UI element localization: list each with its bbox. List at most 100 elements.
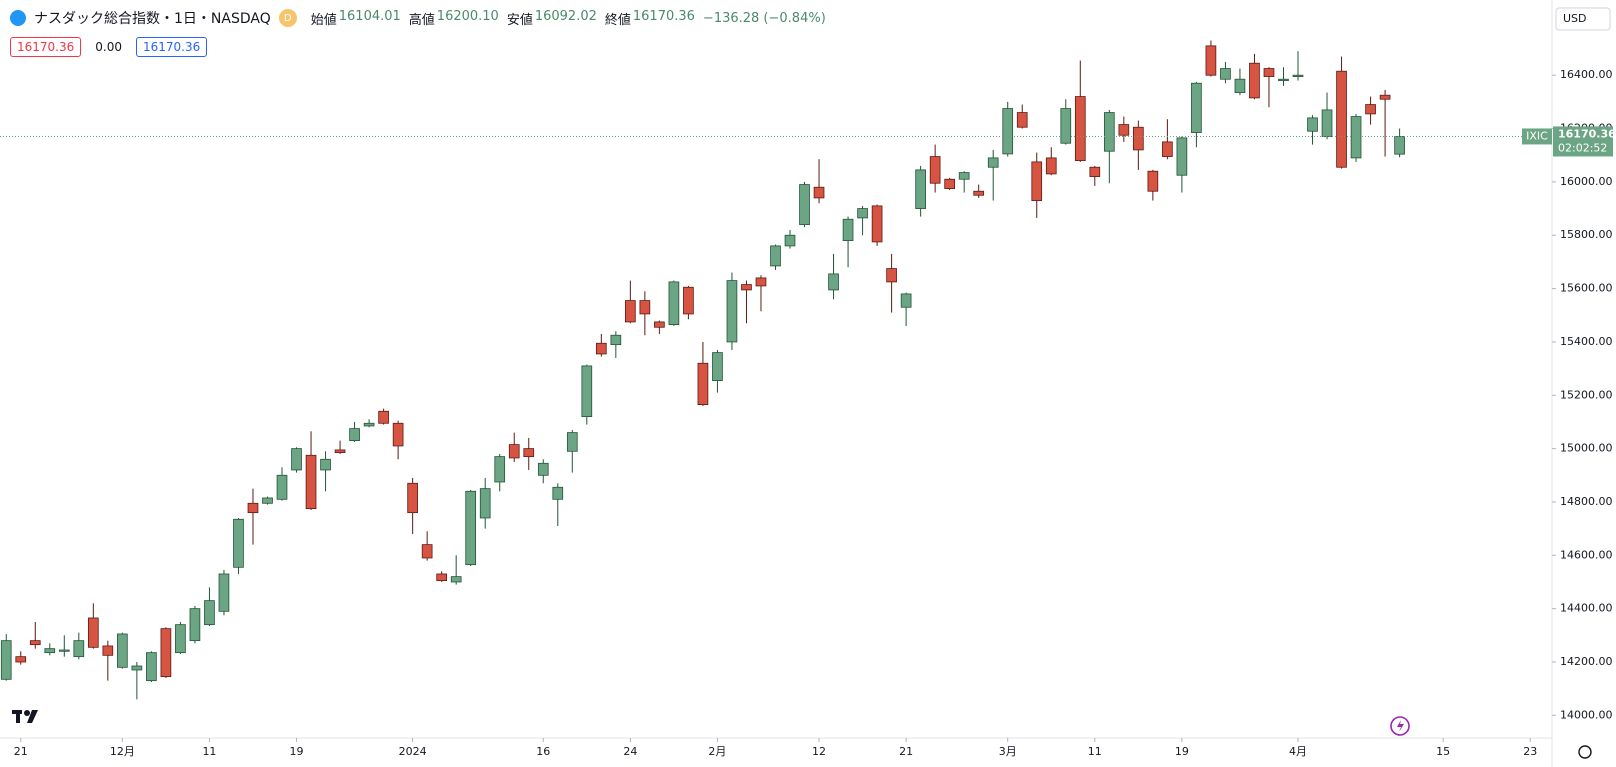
candle-body bbox=[102, 645, 114, 656]
lightning-icon bbox=[1397, 720, 1404, 732]
candle-body bbox=[204, 600, 215, 626]
symbol-title: ナスダック総合指数・1日・NASDAQ bbox=[34, 11, 271, 27]
candle-body bbox=[479, 488, 491, 519]
candle-body bbox=[900, 293, 912, 308]
candle-body bbox=[87, 617, 99, 648]
candle-body bbox=[1045, 157, 1057, 175]
price-tag bbox=[1553, 126, 1613, 157]
candle-body bbox=[233, 518, 244, 568]
candle-body bbox=[1394, 136, 1405, 155]
candle-body bbox=[741, 284, 752, 291]
sell-price[interactable]: 16170.36 bbox=[10, 37, 82, 57]
candle-body bbox=[1089, 166, 1101, 177]
ohlc-label: 終値 bbox=[604, 12, 631, 28]
y-tick-label: 15800.00 bbox=[1560, 228, 1613, 241]
candle-body bbox=[1060, 108, 1072, 144]
spread: 0.00 bbox=[95, 40, 122, 54]
candle-body bbox=[1379, 94, 1391, 100]
buy-price[interactable]: 16170.36 bbox=[135, 37, 208, 57]
x-tick-label: 16 bbox=[536, 745, 550, 758]
candle-body bbox=[944, 178, 955, 189]
candle-body bbox=[189, 608, 201, 642]
candle-body bbox=[886, 268, 897, 283]
candle-body bbox=[146, 652, 157, 682]
candle-body bbox=[842, 218, 854, 241]
candle-body bbox=[668, 281, 680, 325]
lightning-icon[interactable] bbox=[1390, 716, 1410, 736]
candle-body bbox=[813, 186, 825, 199]
candle-body bbox=[1162, 141, 1173, 157]
y-tick-label: 14000.00 bbox=[1560, 708, 1613, 721]
candle-body bbox=[1336, 70, 1347, 168]
tv-logo bbox=[12, 710, 38, 723]
candle-body bbox=[436, 573, 448, 582]
candle-body bbox=[1307, 117, 1318, 132]
candle-body bbox=[552, 486, 564, 500]
candle-body bbox=[595, 342, 607, 355]
candle-body bbox=[320, 458, 331, 471]
symbol-tag-label: IXIC bbox=[1526, 129, 1548, 142]
candle-body bbox=[392, 422, 404, 447]
candle-body bbox=[1031, 161, 1043, 201]
candle-body bbox=[828, 273, 839, 291]
candle-body bbox=[915, 169, 926, 209]
candle-body bbox=[755, 277, 767, 287]
ohlc-label: 高値 bbox=[408, 12, 435, 28]
currency-button[interactable] bbox=[1555, 7, 1611, 31]
candle-body bbox=[973, 190, 985, 196]
x-tick-label: 11 bbox=[202, 745, 216, 758]
candle-body bbox=[1278, 78, 1289, 81]
x-tick-label: 12 bbox=[812, 745, 826, 758]
x-tick-label: 21 bbox=[899, 745, 913, 758]
x-tick-label: 2024 bbox=[399, 745, 427, 758]
y-tick-label: 16000.00 bbox=[1560, 175, 1613, 188]
x-tick-label: 12月 bbox=[110, 745, 135, 758]
candle-body bbox=[73, 640, 85, 658]
candle-body bbox=[697, 362, 709, 406]
candle-body bbox=[1292, 74, 1304, 77]
y-tick-label: 15200.00 bbox=[1560, 388, 1613, 401]
candle-body bbox=[1263, 68, 1275, 77]
candle-body bbox=[262, 497, 273, 504]
candle-body bbox=[1103, 112, 1115, 152]
candle-body bbox=[1220, 68, 1231, 80]
candle-body bbox=[654, 321, 665, 328]
candle-body bbox=[44, 648, 56, 654]
x-tick-label: 21 bbox=[14, 745, 28, 758]
symbol-tag bbox=[1522, 128, 1552, 145]
candle-body bbox=[1350, 116, 1362, 159]
settings-icon[interactable] bbox=[1578, 745, 1592, 759]
candle-body bbox=[334, 449, 346, 454]
candle-body bbox=[160, 628, 172, 678]
candle-body bbox=[247, 502, 259, 514]
candle-body bbox=[0, 640, 12, 680]
candle-body bbox=[349, 428, 360, 442]
price-boxes: 16170.36 0.00 16170.36 bbox=[10, 37, 208, 57]
x-tick-label: 11 bbox=[1088, 745, 1102, 758]
candle-body bbox=[1205, 45, 1217, 76]
candle-body bbox=[871, 205, 883, 243]
candle-body bbox=[378, 410, 389, 424]
candle-body bbox=[465, 490, 477, 566]
ohlc: 始値 16104.01 高値 16200.10 安値 16092.02 終値 16170.36 bbox=[305, 9, 695, 28]
candle-body bbox=[131, 665, 143, 671]
candle-body bbox=[1147, 170, 1159, 192]
candle-body bbox=[363, 422, 375, 427]
candle-body bbox=[726, 280, 738, 343]
y-tick-label: 14200.00 bbox=[1560, 655, 1613, 668]
candle-body bbox=[175, 624, 186, 654]
legend-header: ナスダック総合指数・1日・NASDAQ D 始値 16104.01 高値 16200.… bbox=[10, 8, 826, 28]
candle-body bbox=[929, 156, 941, 184]
countdown: 02:02:52 bbox=[1558, 141, 1607, 154]
candle-body bbox=[610, 334, 622, 345]
candle-body bbox=[566, 432, 578, 452]
x-tick-label: 4月 bbox=[1289, 745, 1307, 758]
candle-body bbox=[1133, 126, 1144, 151]
candle-body bbox=[523, 448, 535, 458]
ohlc-label: 始値 bbox=[310, 12, 337, 28]
currency: USD bbox=[1563, 12, 1587, 25]
candle-body bbox=[1118, 124, 1130, 136]
candle-body bbox=[407, 482, 418, 514]
interval-badge: D bbox=[278, 9, 297, 27]
